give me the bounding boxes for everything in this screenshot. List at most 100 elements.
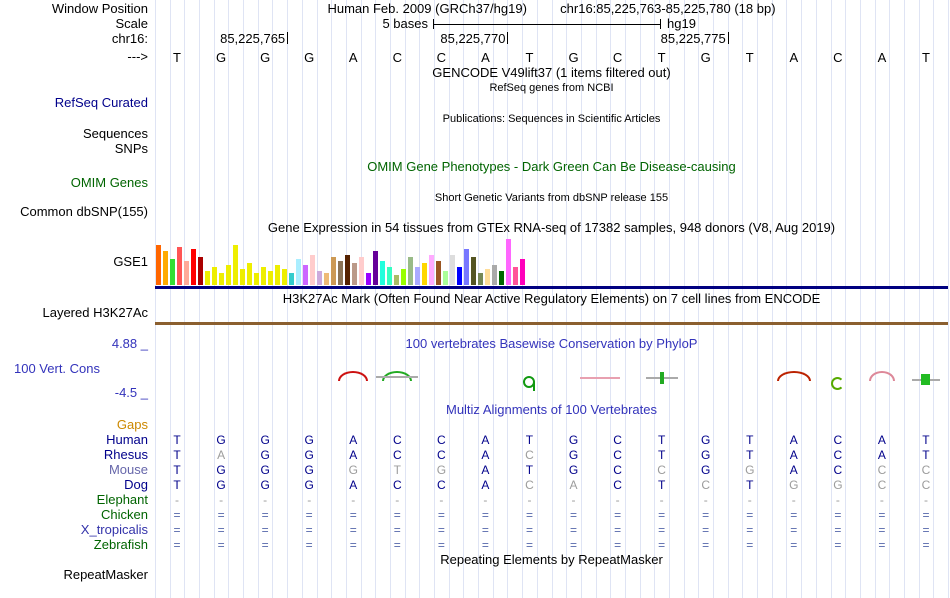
publications-track-title[interactable]: Publications: Sequences in Scientific Ar… [442, 113, 661, 125]
gtex-bar[interactable] [429, 255, 434, 285]
guideline [845, 0, 847, 598]
species-label-human[interactable]: Human [106, 432, 148, 447]
phylop-track-title[interactable]: 100 vertebrates Basewise Conservation by… [405, 336, 698, 351]
gtex-bar[interactable] [373, 251, 378, 285]
gtex-bar[interactable] [443, 271, 448, 285]
alignment-base: G [304, 433, 314, 447]
gtex-bar[interactable] [471, 257, 476, 285]
gtex-bar[interactable] [387, 267, 392, 285]
species-label-elephant[interactable]: Elephant [96, 492, 148, 507]
gtex-bar[interactable] [303, 265, 308, 285]
multiz-track-title[interactable]: Multiz Alignments of 100 Vertebrates [445, 402, 657, 417]
gtex-bar[interactable] [415, 267, 420, 285]
gtex-bar[interactable] [331, 257, 336, 285]
gtex-bar[interactable] [457, 267, 462, 285]
gtex-bar[interactable] [345, 255, 350, 285]
snps-track-label[interactable]: SNPs [114, 141, 148, 156]
scale-bracket [433, 24, 660, 25]
refseq-curated-track-label[interactable]: RefSeq Curated [54, 95, 148, 110]
alignment-base: = [702, 538, 710, 552]
omim-genes-track-label[interactable]: OMIM Genes [70, 175, 148, 190]
conservation-baseline-mark [376, 376, 419, 378]
gtex-bar[interactable] [485, 269, 490, 285]
gtex-bar[interactable] [513, 267, 518, 285]
gtex-bar[interactable] [205, 271, 210, 285]
alignment-base: = [922, 538, 930, 552]
refseq-track-title[interactable]: RefSeq genes from NCBI [489, 82, 614, 94]
gtex-bar[interactable] [170, 259, 175, 285]
species-label-dog[interactable]: Dog [124, 477, 148, 492]
dbsnp-track-title[interactable]: Short Genetic Variants from dbSNP releas… [434, 192, 669, 204]
alignment-base: C [833, 448, 843, 462]
gtex-bar[interactable] [366, 273, 371, 285]
conservation-min-label: -4.5 _ [114, 385, 148, 400]
gtex-bar[interactable] [324, 273, 329, 285]
sequences-track-label[interactable]: Sequences [82, 126, 148, 141]
gtex-bar[interactable] [219, 273, 224, 285]
species-label-chicken[interactable]: Chicken [101, 507, 148, 522]
gtex-bar[interactable] [282, 269, 287, 285]
gtex-bar[interactable] [506, 239, 511, 285]
gtex-bar[interactable] [464, 249, 469, 285]
gtex-bar[interactable] [352, 263, 357, 285]
gtex-bar[interactable] [310, 255, 315, 285]
gse1-track-label[interactable]: GSE1 [113, 254, 148, 269]
gtex-bar[interactable] [492, 265, 497, 285]
gtex-bar[interactable] [184, 261, 189, 285]
h3k27ac-track-title[interactable]: H3K27Ac Mark (Often Found Near Active Re… [282, 291, 821, 306]
gtex-bar[interactable] [289, 273, 294, 285]
gtex-bar[interactable] [254, 273, 259, 285]
gtex-bar[interactable] [163, 251, 168, 285]
species-label-x_tropicalis[interactable]: X_tropicalis [80, 522, 148, 537]
gtex-bar[interactable] [380, 261, 385, 285]
gtex-bar[interactable] [268, 271, 273, 285]
gtex-bar[interactable] [156, 245, 161, 285]
alignment-base: = [834, 523, 842, 537]
gtex-bar[interactable] [478, 273, 483, 285]
gtex-baseline[interactable] [155, 286, 948, 289]
gtex-bar[interactable] [408, 257, 413, 285]
gtex-bar[interactable] [317, 271, 322, 285]
alignment-base: - [351, 493, 356, 507]
gtex-bar[interactable] [527, 273, 532, 285]
species-label-rhesus[interactable]: Rhesus [103, 447, 148, 462]
gtex-bar[interactable] [233, 245, 238, 285]
species-label-zebrafish[interactable]: Zebrafish [93, 537, 148, 552]
gtex-bar[interactable] [422, 263, 427, 285]
gtex-bar[interactable] [226, 265, 231, 285]
gtex-bar[interactable] [275, 265, 280, 285]
alignment-base: = [217, 523, 225, 537]
repeatmasker-track-title[interactable]: Repeating Elements by RepeatMasker [440, 552, 663, 567]
sequence-base: G [700, 50, 711, 65]
gtex-bar[interactable] [401, 269, 406, 285]
omim-track-title[interactable]: OMIM Gene Phenotypes - Dark Green Can Be… [367, 159, 736, 174]
dbsnp-track-label[interactable]: Common dbSNP(155) [20, 204, 148, 219]
gtex-bar[interactable] [520, 259, 525, 285]
guideline [771, 0, 773, 598]
gtex-bar[interactable] [212, 267, 217, 285]
gencode-track-title[interactable]: GENCODE V49lift37 (1 items filtered out) [432, 65, 671, 80]
repeatmasker-track-label[interactable]: RepeatMasker [63, 567, 148, 582]
h3k27ac-signal-line[interactable] [155, 322, 948, 325]
gtex-bar[interactable] [450, 255, 455, 285]
alignment-base: G [304, 463, 314, 477]
gtex-bar[interactable] [436, 261, 441, 285]
gtex-bar[interactable] [240, 269, 245, 285]
ruler-tick-label: 85,225,775 [660, 31, 726, 46]
gtex-bar[interactable] [261, 267, 266, 285]
guideline [668, 0, 670, 598]
gtex-bar[interactable] [394, 275, 399, 285]
alignment-base: = [658, 508, 666, 522]
gtex-bar[interactable] [177, 247, 182, 285]
gtex-bar[interactable] [499, 271, 504, 285]
gtex-bar[interactable] [359, 257, 364, 285]
gtex-bar[interactable] [191, 249, 196, 285]
species-label-mouse[interactable]: Mouse [108, 462, 148, 477]
gtex-bar[interactable] [338, 261, 343, 285]
gtex-bar[interactable] [296, 259, 301, 285]
conservation-track-label[interactable]: 100 Vert. Cons [14, 361, 100, 376]
gtex-bar[interactable] [198, 257, 203, 285]
h3k27ac-track-label[interactable]: Layered H3K27Ac [42, 305, 148, 320]
gtex-track-title[interactable]: Gene Expression in 54 tissues from GTEx … [267, 220, 836, 235]
gtex-bar[interactable] [247, 263, 252, 285]
